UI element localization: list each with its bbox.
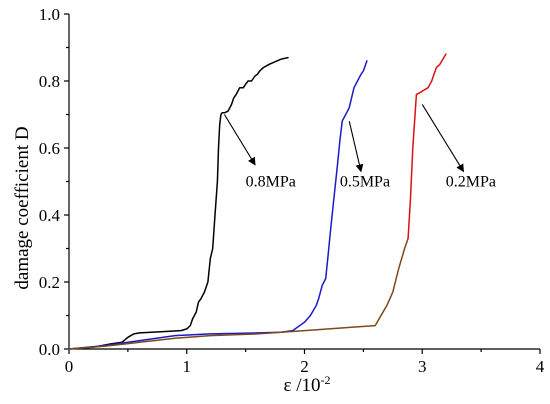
annotation-0-5mpa: 0.5MPa xyxy=(340,121,390,191)
series-line xyxy=(68,60,368,350)
y-tick-label: 0.0 xyxy=(39,340,60,359)
x-tick-label: 1 xyxy=(183,357,192,376)
y-tick-label: 0.6 xyxy=(39,139,60,158)
annotation-arrow xyxy=(348,121,364,173)
annotation-0-2mpa: 0.2MPa xyxy=(421,104,496,191)
x-tick-label: 4 xyxy=(536,357,545,376)
x-tick-label: 2 xyxy=(300,357,309,376)
series-0-2mpa xyxy=(68,53,447,350)
y-tick-label: 1.0 xyxy=(39,5,60,24)
annotation-0-8mpa: 0.8MPa xyxy=(223,114,296,191)
annotation-arrow xyxy=(421,104,464,173)
series-0-8mpa xyxy=(68,56,289,350)
series-layer xyxy=(68,53,447,350)
y-tick-label: 0.8 xyxy=(39,72,60,91)
x-tick-label: 3 xyxy=(418,357,427,376)
series-line xyxy=(68,237,409,350)
x-axis-label-exponent: -2 xyxy=(321,373,331,387)
series-line xyxy=(407,53,447,240)
annotation-label: 0.2MPa xyxy=(446,174,496,191)
annotation-label: 0.5MPa xyxy=(340,174,390,191)
x-axis-label: ε /10-2 xyxy=(283,373,330,396)
annotation-arrow xyxy=(223,114,256,166)
series-line xyxy=(68,56,289,350)
x-tick-label: 0 xyxy=(65,357,74,376)
y-axis-label: damage coefficient D xyxy=(12,126,33,289)
x-axis-label-base: ε /10 xyxy=(283,375,320,396)
annotation-layer: 0.8MPa 0.5MPa 0.2MPa xyxy=(223,104,496,191)
y-tick-label: 0.4 xyxy=(39,206,61,225)
y-tick-label: 0.2 xyxy=(39,273,60,292)
annotation-label: 0.8MPa xyxy=(246,174,296,191)
series-0-5mpa xyxy=(68,60,368,350)
axes: 0 1 2 3 4 0.0 0.2 0.4 0.6 0.8 1.0 xyxy=(39,5,545,376)
